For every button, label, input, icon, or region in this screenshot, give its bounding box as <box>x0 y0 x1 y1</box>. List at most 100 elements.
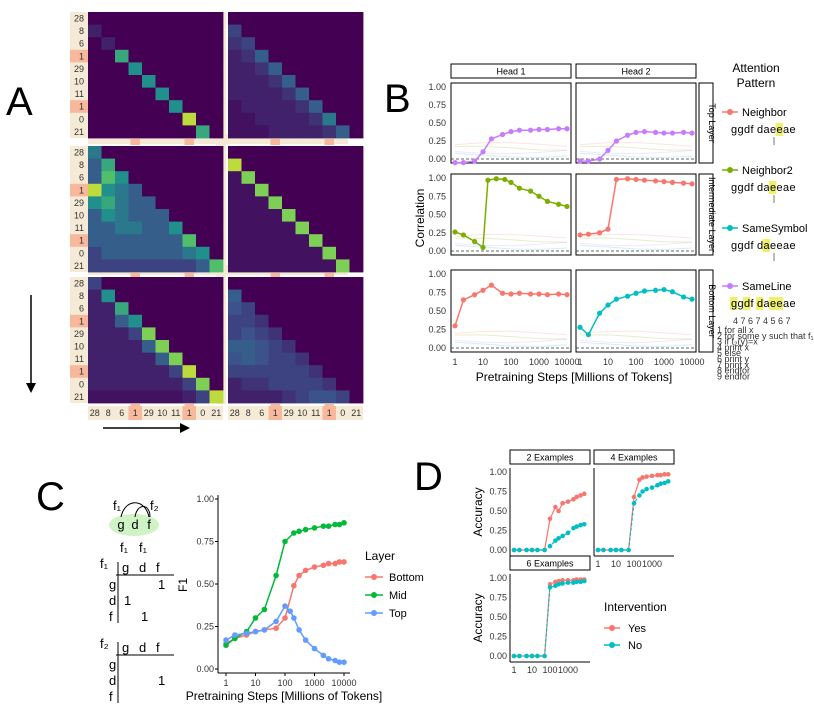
heatmap-cell <box>155 340 170 353</box>
legend-title: Attention <box>732 61 779 75</box>
heatmap-cell <box>282 183 296 197</box>
heatmap-cell <box>128 377 143 391</box>
data-point <box>332 657 338 664</box>
heatmap-cell <box>309 37 323 51</box>
heatmap-cell <box>115 302 129 316</box>
heatmap-cell <box>101 277 116 290</box>
data-point <box>595 547 601 553</box>
example-letter: d <box>744 124 750 136</box>
row-tick-label: 0 <box>79 114 84 124</box>
heatmap-cell <box>115 75 129 88</box>
code-line: 6 print y <box>717 354 750 364</box>
row-tick-label: 0 <box>79 248 84 258</box>
heatmap-cell <box>336 183 350 197</box>
example-letter: e <box>777 240 783 252</box>
x-tick-label: 10 <box>250 678 260 688</box>
edge-label: f₁ <box>113 498 122 513</box>
faded-line <box>579 330 693 336</box>
col-tick-label: 11 <box>171 408 180 418</box>
heatmap-cell <box>115 87 129 101</box>
heatmap-cell <box>196 100 210 114</box>
heatmap-cell <box>241 259 256 273</box>
heatmap-cell <box>255 234 269 248</box>
heatmap-cell <box>309 171 323 185</box>
heatmap-cell <box>169 277 183 290</box>
data-point <box>480 149 486 155</box>
data-point <box>581 521 587 527</box>
row-tick-label: 6 <box>79 39 84 49</box>
heatmap-cell <box>309 234 323 248</box>
x-tick-label: 1 <box>452 357 457 367</box>
heatmap-cell <box>309 340 323 353</box>
heatmap-cell <box>88 87 102 101</box>
heatmap-cell <box>255 37 269 51</box>
heatmap-cell <box>309 112 323 126</box>
col-highlight <box>184 273 194 279</box>
heatmap-cell <box>209 327 224 341</box>
heatmap-cell <box>142 87 156 101</box>
heatmap-cell <box>101 158 116 172</box>
example-letter: f <box>751 124 755 136</box>
data-point <box>536 193 542 199</box>
heatmap-cell <box>128 37 143 51</box>
heatmap-cell <box>182 365 197 379</box>
heatmap-cell <box>336 390 350 404</box>
heatmap-cell <box>155 49 170 63</box>
heatmap-cell <box>196 377 210 391</box>
data-point <box>527 291 534 297</box>
heatmap-cell <box>209 183 224 197</box>
heatmap-cell <box>128 246 143 260</box>
heatmap-cell <box>241 37 256 51</box>
heatmap-cell <box>241 234 256 248</box>
matrix-col-label: d <box>139 640 146 655</box>
matrix-col-label: d <box>139 560 146 575</box>
x-tick-label: 100 <box>628 357 643 367</box>
col-label-highlight <box>322 406 336 420</box>
data-point <box>689 296 695 302</box>
heatmap-cell <box>115 24 129 38</box>
heatmap-cell <box>309 377 323 391</box>
data-point <box>488 136 495 142</box>
heatmap-cell <box>196 49 210 63</box>
heatmap-cell <box>101 146 116 159</box>
data-point <box>529 547 535 553</box>
heatmap-cell <box>228 12 242 25</box>
heatmap-cell <box>255 196 269 210</box>
code-line: 5 else <box>717 348 741 358</box>
data-point <box>585 231 592 237</box>
heatmap-cell <box>336 340 350 353</box>
heatmap-cell <box>336 125 350 139</box>
data-point <box>341 559 347 565</box>
heatmap-cell <box>282 277 296 290</box>
heatmap-cell <box>101 221 116 235</box>
heatmap-cell <box>309 196 323 210</box>
heatmap-cell <box>228 62 242 76</box>
heatmap-cell <box>196 289 210 303</box>
heatmap-cell <box>241 12 256 25</box>
heatmap-cell <box>182 209 197 222</box>
heatmap-cell <box>155 246 170 260</box>
heatmap-cell <box>196 12 210 25</box>
heatmap-cell <box>128 196 143 210</box>
data-point <box>641 177 648 183</box>
heatmap-cell <box>282 75 296 88</box>
y-tick-label: 1.00 <box>489 467 507 477</box>
x-tick-label: 1 <box>223 678 228 688</box>
data-point <box>517 653 522 659</box>
matrix-col-label: f <box>156 560 160 575</box>
heatmap-cell <box>228 277 242 290</box>
heatmap-cell <box>209 289 224 303</box>
heatmap-cell <box>282 146 296 159</box>
x-tick-label: 10000 <box>679 357 704 367</box>
data-point <box>680 180 687 186</box>
heatmap-cell <box>268 377 283 391</box>
heatmap-cell <box>295 246 310 260</box>
data-point <box>232 632 238 638</box>
heatmap-cell <box>182 340 197 353</box>
x-tick-label: 1 <box>511 665 516 675</box>
heatmap-cell <box>295 37 310 51</box>
heatmap-cell <box>349 49 364 63</box>
heatmap-cell <box>209 352 224 366</box>
x-tick-label: 10 <box>611 559 621 569</box>
data-point <box>529 653 535 659</box>
